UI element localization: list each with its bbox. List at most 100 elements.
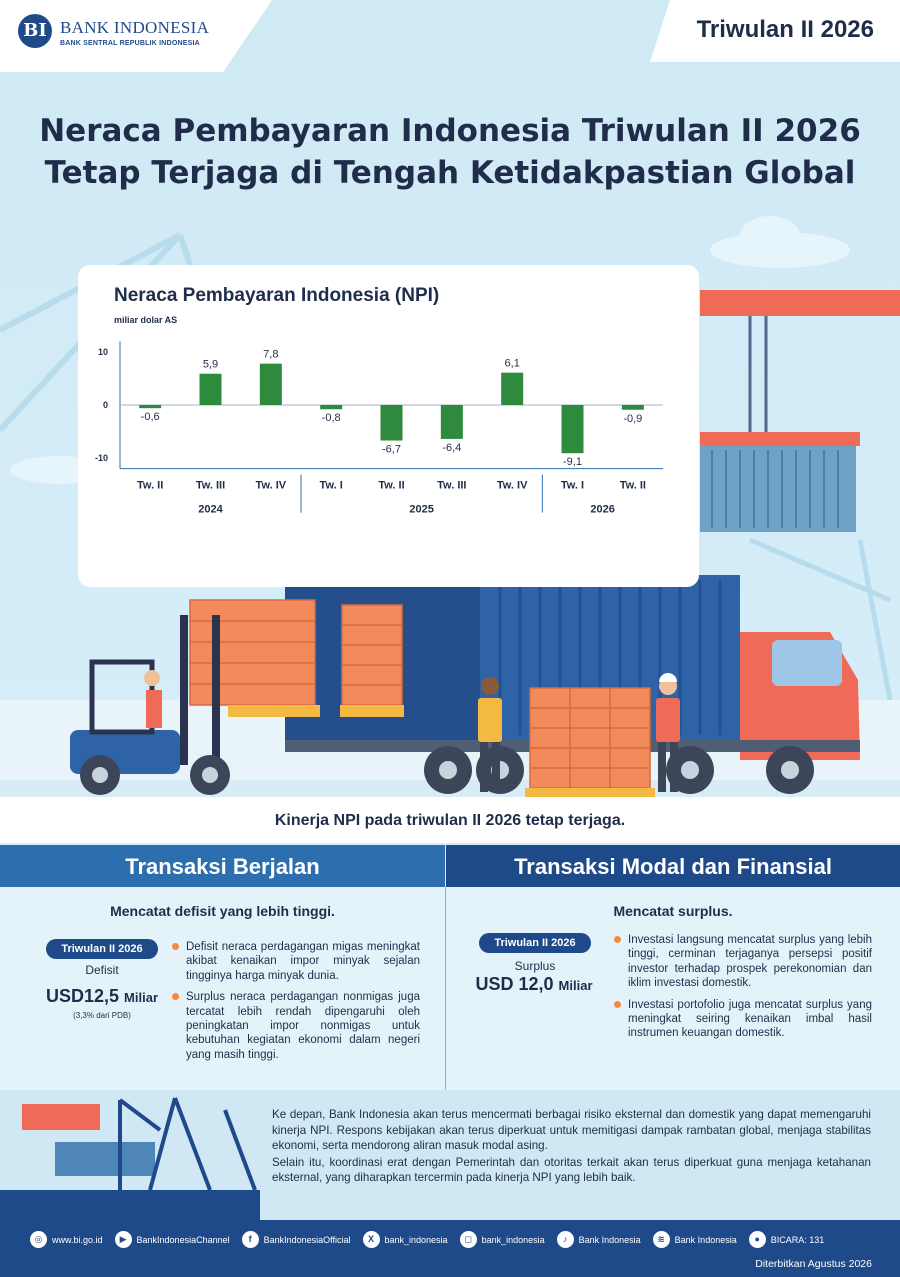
current-account-kpi-note: (3,3% dari PDB) xyxy=(73,1011,131,1020)
youtube-icon: ▶ xyxy=(114,1231,132,1248)
current-account-kpi-unit: Miliar xyxy=(124,990,159,1005)
list-item: Investasi langsung mencatat surplus yang… xyxy=(614,933,872,991)
outlook-text: Ke depan, Bank Indonesia akan terus menc… xyxy=(272,1107,871,1187)
x-tick-label: Tw. I xyxy=(561,480,584,492)
social-link-bicara[interactable]: ● BICARA: 131 xyxy=(748,1231,825,1248)
y-tick-label: -10 xyxy=(95,453,108,463)
current-account-heading: Transaksi Berjalan xyxy=(125,854,320,879)
globe-icon: ◎ xyxy=(30,1231,47,1248)
social-link-label: BankIndonesiaChannel xyxy=(136,1234,230,1245)
year-group-label: 2024 xyxy=(198,504,223,516)
current-account-kpi-label: Defisit xyxy=(85,963,119,977)
title-line-2: Tetap Terjaga di Tengah Ketidakpastian G… xyxy=(44,155,856,191)
logo-subtitle: BANK SENTRAL REPUBLIK INDONESIA xyxy=(60,40,200,47)
x-tick-label: Tw. II xyxy=(620,480,646,492)
social-link-tiktok[interactable]: ♪ Bank Indonesia xyxy=(556,1231,641,1248)
social-link-label: bank_indonesia xyxy=(384,1234,448,1245)
x-tick-label: Tw. II xyxy=(378,480,404,492)
bar xyxy=(501,372,524,405)
bullet-text: Investasi portofolio juga mencatat surpl… xyxy=(628,998,872,1040)
bar xyxy=(380,405,403,441)
social-link-youtube[interactable]: ▶ BankIndonesiaChannel xyxy=(114,1231,230,1248)
capital-account-header: Transaksi Modal dan Finansial xyxy=(446,845,900,887)
social-link-facebook[interactable]: f BankIndonesiaOfficial xyxy=(241,1231,351,1248)
current-account-kpi-value: USD12,5 Miliar xyxy=(22,986,182,1007)
outlook-band xyxy=(0,1090,900,1220)
npi-bar-chart: 10 0 -10 -0,6 Tw. II 5,9 Tw. III 7,8 Tw. IV -0,8 T… xyxy=(95,341,663,516)
x-tick-label: Tw. III xyxy=(437,480,466,492)
data-label: -6,7 xyxy=(382,444,401,456)
capital-account-kpi-value: USD 12,0 Miliar xyxy=(459,974,609,995)
instagram-icon: ◻ xyxy=(459,1231,477,1248)
data-label: -6,4 xyxy=(442,442,461,454)
capital-account-subheading: Mencatat surplus. xyxy=(613,903,733,919)
page-title: Neraca Pembayaran Indonesia Triwulan II … xyxy=(0,110,900,194)
x-tick-label: Tw. IV xyxy=(256,480,287,492)
data-label: -0,8 xyxy=(322,412,341,424)
capital-account-kpi-number: USD 12,0 xyxy=(475,974,554,994)
chart-caption: Kinerja NPI pada triwulan II 2026 tetap … xyxy=(274,812,626,829)
data-label: -0,9 xyxy=(623,413,642,425)
bank-indonesia-logo-icon: BI xyxy=(18,14,52,48)
logo-area: BI BANK INDONESIA BANK SENTRAL REPUBLIK … xyxy=(0,0,272,72)
data-label: -9,1 xyxy=(563,456,582,468)
bar xyxy=(561,405,584,454)
tiktok-icon: ♪ xyxy=(556,1231,574,1248)
logo-name: BANK INDONESIA xyxy=(60,18,210,37)
list-item: Surplus neraca perdagangan nonmigas juga… xyxy=(172,990,420,1062)
current-account-kpi-number: USD12,5 xyxy=(45,986,120,1006)
x-tick-label: Tw. III xyxy=(196,480,225,492)
outlook-paragraph-2: Selain itu, koordinasi erat dengan Pemer… xyxy=(272,1155,871,1185)
capital-account-bullets: Investasi langsung mencatat surplus yang… xyxy=(614,933,872,1048)
bicara-icon: ● xyxy=(748,1231,766,1248)
facebook-icon: f xyxy=(241,1231,259,1248)
bullet-text: Investasi langsung mencatat surplus yang… xyxy=(628,934,872,990)
bar xyxy=(440,405,463,439)
chart-unit: miliar dolar AS xyxy=(114,315,178,325)
caption-band xyxy=(0,797,900,843)
bullet-dot-icon xyxy=(172,993,179,1001)
bar xyxy=(621,405,644,410)
bullet-dot-icon xyxy=(614,1000,621,1008)
current-account-panel xyxy=(0,887,445,1090)
bullet-text: Defisit neraca perdagangan migas meningk… xyxy=(186,941,420,982)
x-tick-label: Tw. II xyxy=(137,480,163,492)
y-tick-label: 10 xyxy=(98,347,108,357)
social-link-label: BICARA: 131 xyxy=(770,1234,825,1245)
current-account-period-pill: Triwulan II 2026 xyxy=(46,939,158,959)
bullet-dot-icon xyxy=(614,936,621,943)
bullet-dot-icon xyxy=(172,943,179,950)
title-line-1: Neraca Pembayaran Indonesia Triwulan II … xyxy=(39,113,861,149)
x-tick-label: Tw. I xyxy=(320,480,343,492)
social-link-label: BankIndonesiaOfficial xyxy=(263,1234,351,1245)
data-label: 6,1 xyxy=(505,358,520,370)
social-link-label: Bank Indonesia xyxy=(578,1234,641,1245)
x-tick-label: Tw. IV xyxy=(497,480,528,492)
social-link-spotify[interactable]: ≋ Bank Indonesia xyxy=(652,1231,737,1248)
period-tab: Triwulan II 2026 xyxy=(650,0,900,62)
current-account-subheading: Mencatat defisit yang lebih tinggi. xyxy=(110,903,335,919)
data-label: -0,6 xyxy=(141,411,160,423)
capital-account-kpi-unit: Miliar xyxy=(558,978,593,993)
bar xyxy=(259,363,282,405)
chart-title: Neraca Pembayaran Indonesia (NPI) xyxy=(114,285,440,306)
social-link-globe[interactable]: ◎ www.bi.go.id xyxy=(30,1231,103,1248)
capital-account-panel xyxy=(446,887,900,1090)
capital-account-heading: Transaksi Modal dan Finansial xyxy=(514,854,832,879)
published-date: Diterbitkan Agustus 2026 xyxy=(755,1258,872,1270)
bullet-text: Surplus neraca perdagangan nonmigas juga… xyxy=(186,991,420,1061)
current-account-header: Transaksi Berjalan xyxy=(0,845,445,887)
x-icon: X xyxy=(362,1231,380,1248)
year-group-label: 2026 xyxy=(590,504,614,516)
list-item: Defisit neraca perdagangan migas meningk… xyxy=(172,940,420,983)
social-link-label: Bank Indonesia xyxy=(674,1234,737,1245)
bar xyxy=(139,405,162,409)
spotify-icon: ≋ xyxy=(652,1231,670,1248)
bar xyxy=(320,405,343,410)
social-link-instagram[interactable]: ◻ bank_indonesia xyxy=(459,1231,545,1248)
current-account-bullets: Defisit neraca perdagangan migas meningk… xyxy=(172,940,420,1069)
data-label: 5,9 xyxy=(203,359,218,371)
port-illustration xyxy=(0,216,900,800)
